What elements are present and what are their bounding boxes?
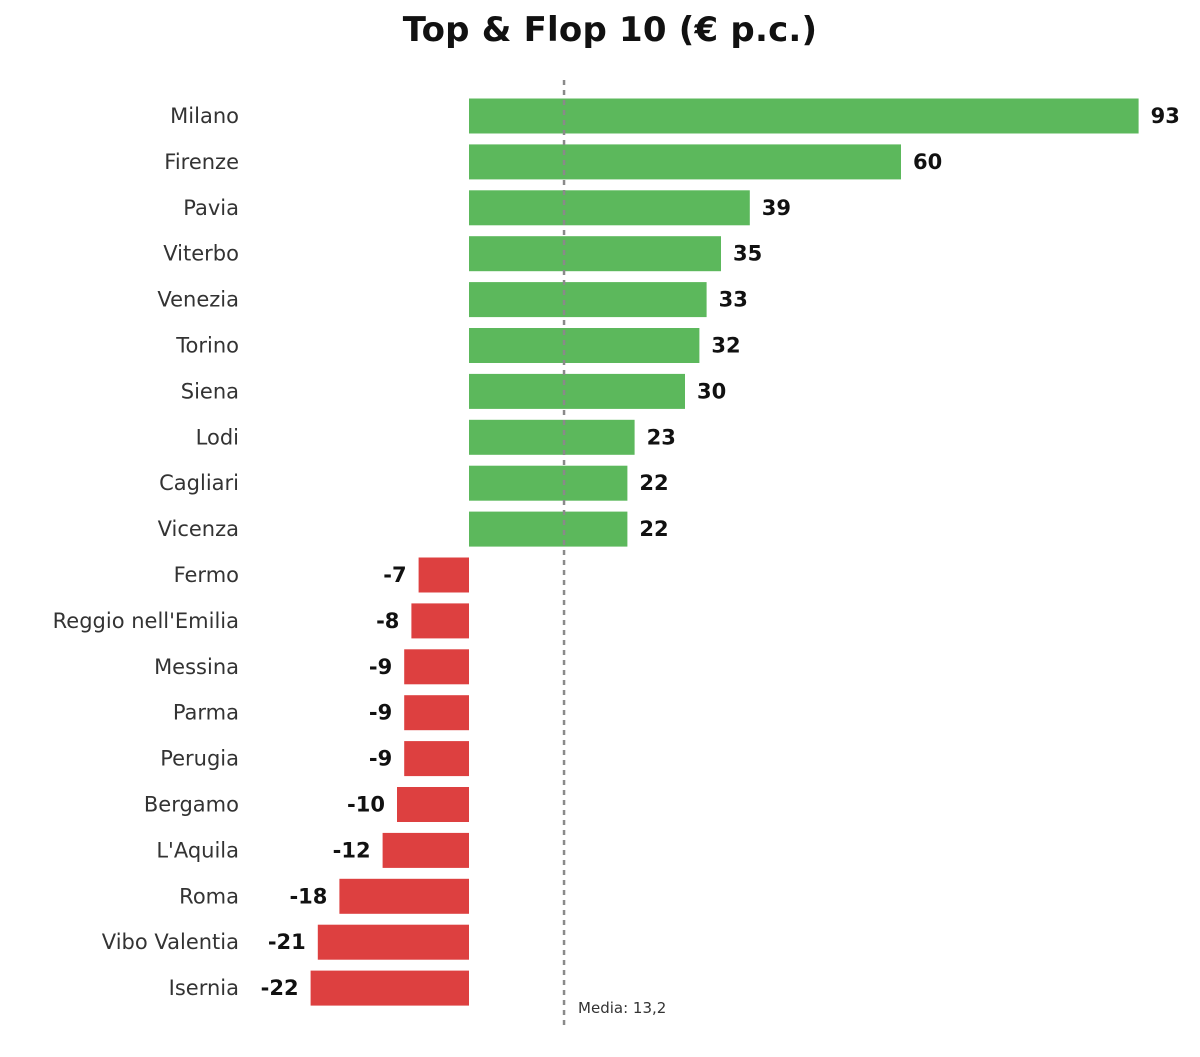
bar-messina [404, 649, 469, 685]
value-label-fermo: -7 [383, 563, 406, 587]
category-label-lodi: Lodi [196, 425, 239, 449]
value-label-viterbo: 35 [733, 242, 762, 266]
chart-title: Top & Flop 10 (€ p.c.) [402, 10, 818, 50]
value-label-messina: -9 [369, 655, 392, 679]
category-label-parma: Parma [173, 701, 239, 725]
bar-bergamo [397, 787, 469, 822]
value-label-roma: -18 [289, 884, 327, 908]
reference-layer: Media: 13,2 [562, 80, 666, 1026]
category-label-viterbo: Viterbo [163, 242, 239, 266]
bar-venezia [469, 282, 707, 318]
value-label-firenze: 60 [913, 150, 942, 174]
value-label-lodi: 23 [647, 425, 676, 449]
category-label-pavia: Pavia [183, 196, 239, 220]
average-reference-label: Media: 13,2 [578, 999, 666, 1017]
bar-cagliari [469, 465, 628, 501]
value-label-torino: 32 [711, 334, 740, 358]
bar-isernia [310, 970, 469, 1006]
bar-torino [469, 328, 700, 363]
value-label-siena: 30 [697, 379, 726, 403]
category-label-cagliari: Cagliari [159, 471, 239, 495]
category-label-l-aquila: L'Aquila [156, 838, 239, 862]
category-label-vibo-valentia: Vibo Valentia [102, 930, 239, 954]
category-label-milano: Milano [170, 104, 239, 128]
labels-layer: Milano 93 Firenze 60 Pavia 39 Viterbo 35 Venezia… [53, 104, 1180, 1000]
bar-firenze [469, 144, 901, 180]
bar-parma [404, 695, 469, 731]
value-label-milano: 93 [1151, 104, 1180, 128]
bar-vicenza [469, 511, 628, 547]
value-label-l-aquila: -12 [333, 838, 371, 862]
category-label-vicenza: Vicenza [158, 517, 239, 541]
bar-milano [469, 98, 1139, 134]
value-label-vibo-valentia: -21 [268, 930, 306, 954]
category-label-fermo: Fermo [174, 563, 239, 587]
bar-l-aquila [382, 832, 469, 868]
category-label-messina: Messina [154, 655, 239, 679]
category-label-isernia: Isernia [169, 976, 239, 1000]
value-label-vicenza: 22 [639, 517, 668, 541]
bar-siena [469, 373, 685, 409]
category-label-reggio-nell-emilia: Reggio nell'Emilia [53, 609, 239, 633]
category-label-torino: Torino [175, 334, 239, 358]
value-label-reggio-nell-emilia: -8 [376, 609, 399, 633]
bars-layer [310, 98, 1139, 1006]
bar-fermo [418, 557, 469, 593]
category-label-roma: Roma [179, 884, 239, 908]
category-label-firenze: Firenze [164, 150, 239, 174]
value-label-bergamo: -10 [347, 793, 385, 817]
value-label-perugia: -9 [369, 747, 392, 771]
bar-lodi [469, 419, 635, 455]
category-label-venezia: Venezia [157, 288, 239, 312]
value-label-pavia: 39 [762, 196, 791, 220]
bar-pavia [469, 190, 750, 226]
bar-viterbo [469, 236, 721, 272]
category-label-bergamo: Bergamo [144, 793, 239, 817]
bar-roma [339, 878, 469, 914]
bar-reggio-nell-emilia [411, 603, 469, 639]
bar-vibo-valentia [317, 924, 469, 960]
category-label-perugia: Perugia [160, 747, 239, 771]
category-label-siena: Siena [181, 379, 239, 403]
value-label-venezia: 33 [719, 288, 748, 312]
value-label-isernia: -22 [261, 976, 299, 1000]
bar-perugia [404, 741, 469, 777]
value-label-parma: -9 [369, 701, 392, 725]
value-label-cagliari: 22 [639, 471, 668, 495]
